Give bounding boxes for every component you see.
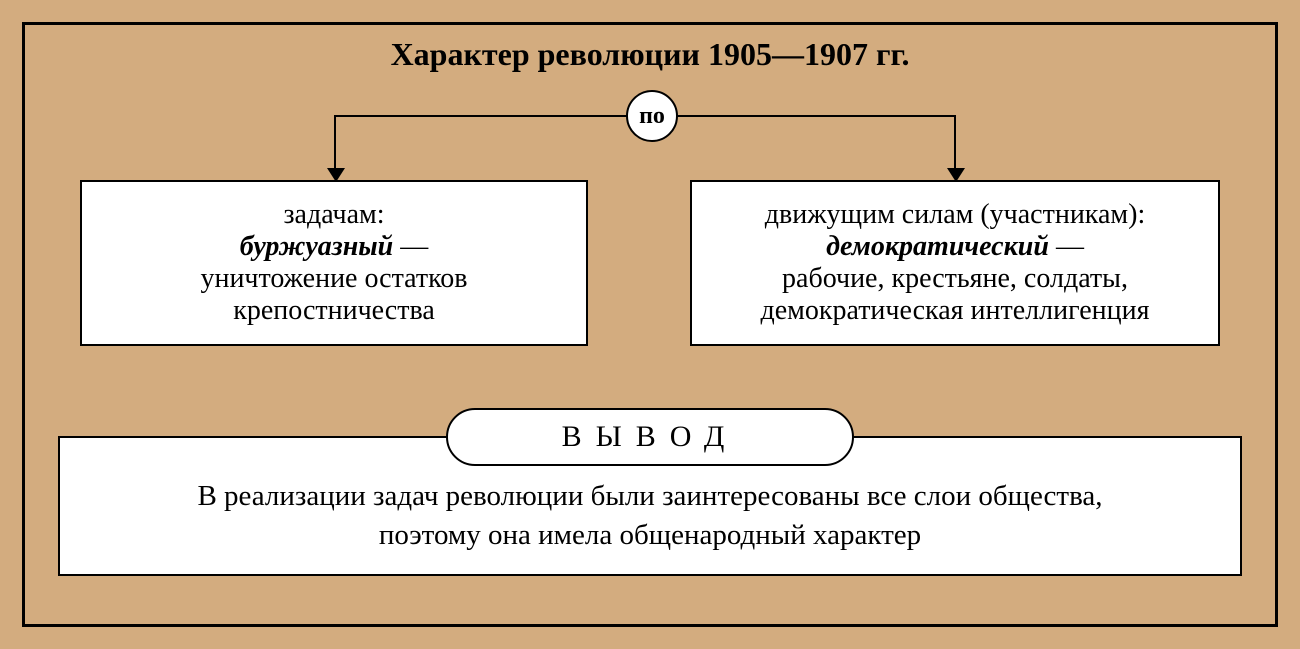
connector-vline-left — [334, 115, 336, 170]
right-line1: движущим силам (участникам): — [765, 199, 1146, 231]
right-line4: демократическая интеллигенция — [761, 295, 1150, 327]
left-line2: буржуазный — — [240, 231, 429, 263]
conclusion-text-line2: поэтому она имела общенародный характер — [379, 519, 921, 551]
left-branch-box: задачам: буржуазный — уничтожение остатк… — [80, 180, 588, 346]
conclusion-text-line1: В реализации задач революции были заинте… — [197, 480, 1102, 512]
right-line2: демократический — — [826, 231, 1084, 263]
right-line2-emph: демократический — [826, 231, 1049, 262]
conclusion-text: В реализации задач революции были заинте… — [197, 477, 1102, 555]
right-line3: рабочие, крестьяне, солдаты, — [782, 263, 1128, 295]
connector-node: по — [626, 90, 678, 142]
right-line2-suffix: — — [1049, 231, 1084, 262]
diagram-root: Характер революции 1905—1907 гг. по зада… — [0, 0, 1300, 649]
diagram-title: Характер революции 1905—1907 гг. — [0, 36, 1300, 73]
left-line3: уничтожение остатков — [200, 263, 467, 295]
connector-vline-right — [954, 115, 956, 170]
conclusion-label-text: ВЫВОД — [562, 420, 739, 454]
connector-hline-right — [674, 115, 954, 117]
left-line2-emph: буржуазный — [240, 231, 394, 262]
connector-hline-left — [334, 115, 630, 117]
left-line4: крепостничества — [233, 295, 435, 327]
left-line1: задачам: — [283, 199, 384, 231]
connector-label: по — [639, 103, 665, 130]
right-branch-box: движущим силам (участникам): демократиче… — [690, 180, 1220, 346]
left-line2-suffix: — — [393, 231, 428, 262]
conclusion-label: ВЫВОД — [446, 408, 854, 466]
